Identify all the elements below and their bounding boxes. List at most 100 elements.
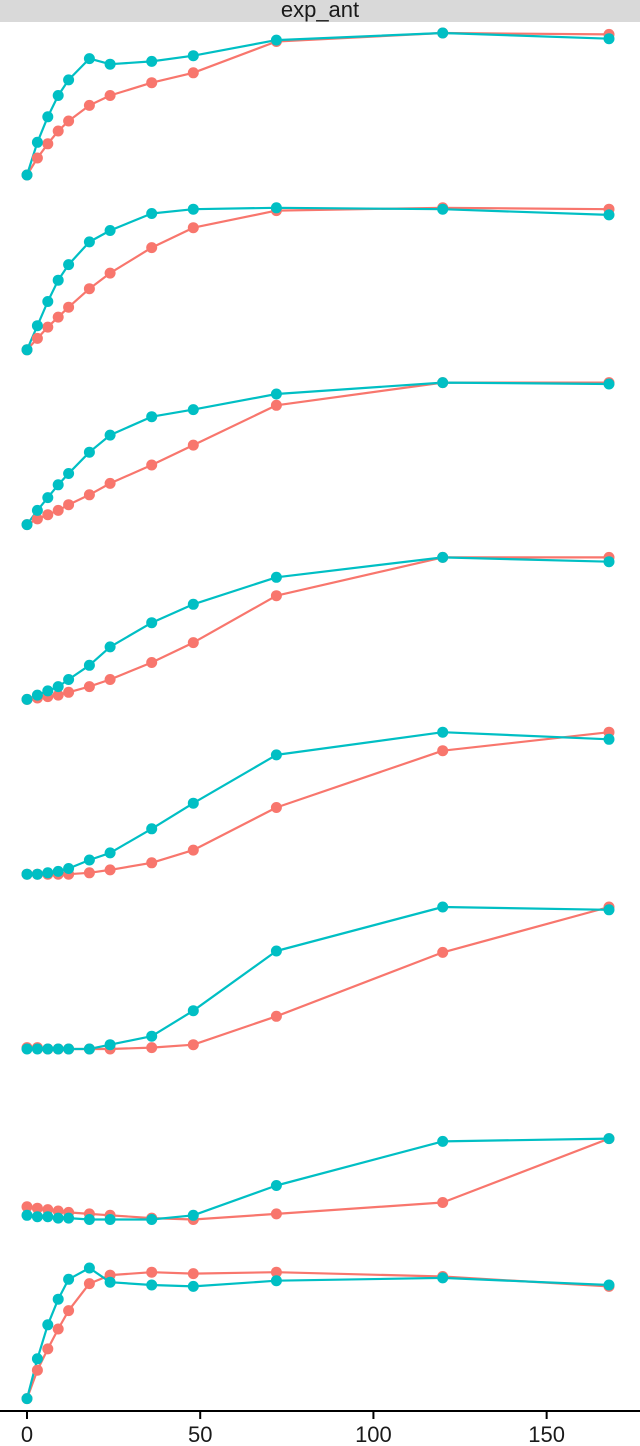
data-point xyxy=(146,617,157,628)
data-point xyxy=(84,283,95,294)
data-point xyxy=(42,867,53,878)
data-point xyxy=(188,599,199,610)
x-tick-label: 100 xyxy=(355,1422,392,1446)
data-point xyxy=(437,28,448,39)
data-point xyxy=(188,50,199,61)
data-point xyxy=(53,1294,64,1305)
data-point xyxy=(84,1214,95,1225)
data-point xyxy=(271,400,282,411)
facet-label: exp_ant xyxy=(281,0,359,22)
data-point xyxy=(604,209,615,220)
data-point xyxy=(42,322,53,333)
data-point xyxy=(42,138,53,149)
data-point xyxy=(604,1133,615,1144)
data-point xyxy=(53,275,64,286)
data-point xyxy=(271,802,282,813)
data-point xyxy=(146,1214,157,1225)
data-point xyxy=(437,745,448,756)
data-point xyxy=(188,67,199,78)
data-point xyxy=(146,823,157,834)
data-point xyxy=(146,460,157,471)
data-point xyxy=(63,1213,74,1224)
data-point xyxy=(53,681,64,692)
data-point xyxy=(32,333,43,344)
data-point xyxy=(42,1044,53,1055)
data-point xyxy=(32,1365,43,1376)
data-point xyxy=(188,798,199,809)
data-point xyxy=(437,947,448,958)
data-point xyxy=(84,236,95,247)
data-point xyxy=(32,505,43,516)
data-point xyxy=(53,1324,64,1335)
data-point xyxy=(146,56,157,67)
data-point xyxy=(105,90,116,101)
data-point xyxy=(63,1044,74,1055)
data-point xyxy=(604,556,615,567)
data-point xyxy=(53,90,64,101)
data-point xyxy=(146,77,157,88)
data-point xyxy=(53,1044,64,1055)
data-point xyxy=(22,1393,33,1404)
data-point xyxy=(63,116,74,127)
data-point xyxy=(271,1208,282,1219)
data-point xyxy=(22,344,33,355)
data-point xyxy=(84,1263,95,1274)
data-point xyxy=(32,1353,43,1364)
data-point xyxy=(63,74,74,85)
data-point xyxy=(42,685,53,696)
data-point xyxy=(63,863,74,874)
data-point xyxy=(271,590,282,601)
data-point xyxy=(271,572,282,583)
data-point xyxy=(32,1211,43,1222)
x-tick-label: 150 xyxy=(528,1422,565,1446)
data-point xyxy=(105,225,116,236)
series-line-1 xyxy=(27,1139,609,1220)
data-point xyxy=(188,1268,199,1279)
data-point xyxy=(32,137,43,148)
series-line-2 xyxy=(27,383,609,525)
series-line-1 xyxy=(27,907,609,1049)
panel-6 xyxy=(22,902,615,1055)
series-line-1 xyxy=(27,383,609,525)
data-point xyxy=(271,35,282,46)
data-point xyxy=(188,1281,199,1292)
panel-1 xyxy=(22,28,615,181)
data-point xyxy=(32,320,43,331)
data-point xyxy=(271,389,282,400)
data-point xyxy=(271,1011,282,1022)
data-point xyxy=(63,674,74,685)
data-point xyxy=(437,1272,448,1283)
series-line-2 xyxy=(27,1139,609,1220)
data-point xyxy=(42,1343,53,1354)
data-point xyxy=(84,447,95,458)
data-point xyxy=(53,312,64,323)
data-point xyxy=(22,1044,33,1055)
series-line-2 xyxy=(27,33,609,175)
data-point xyxy=(42,111,53,122)
data-point xyxy=(22,170,33,181)
panel-7 xyxy=(22,1133,615,1225)
series-line-1 xyxy=(27,1272,609,1398)
data-point xyxy=(84,855,95,866)
data-point xyxy=(42,509,53,520)
data-point xyxy=(105,1277,116,1288)
data-point xyxy=(53,505,64,516)
data-point xyxy=(146,1031,157,1042)
data-point xyxy=(146,657,157,668)
data-point xyxy=(42,296,53,307)
data-point xyxy=(53,479,64,490)
data-point xyxy=(105,847,116,858)
data-point xyxy=(63,468,74,479)
panel-5 xyxy=(22,727,615,880)
data-point xyxy=(188,845,199,856)
data-point xyxy=(105,59,116,70)
series-line-2 xyxy=(27,907,609,1049)
data-point xyxy=(42,492,53,503)
data-point xyxy=(53,1213,64,1224)
data-point xyxy=(105,674,116,685)
data-point xyxy=(53,866,64,877)
data-point xyxy=(63,1274,74,1285)
data-point xyxy=(146,1042,157,1053)
data-point xyxy=(271,1180,282,1191)
